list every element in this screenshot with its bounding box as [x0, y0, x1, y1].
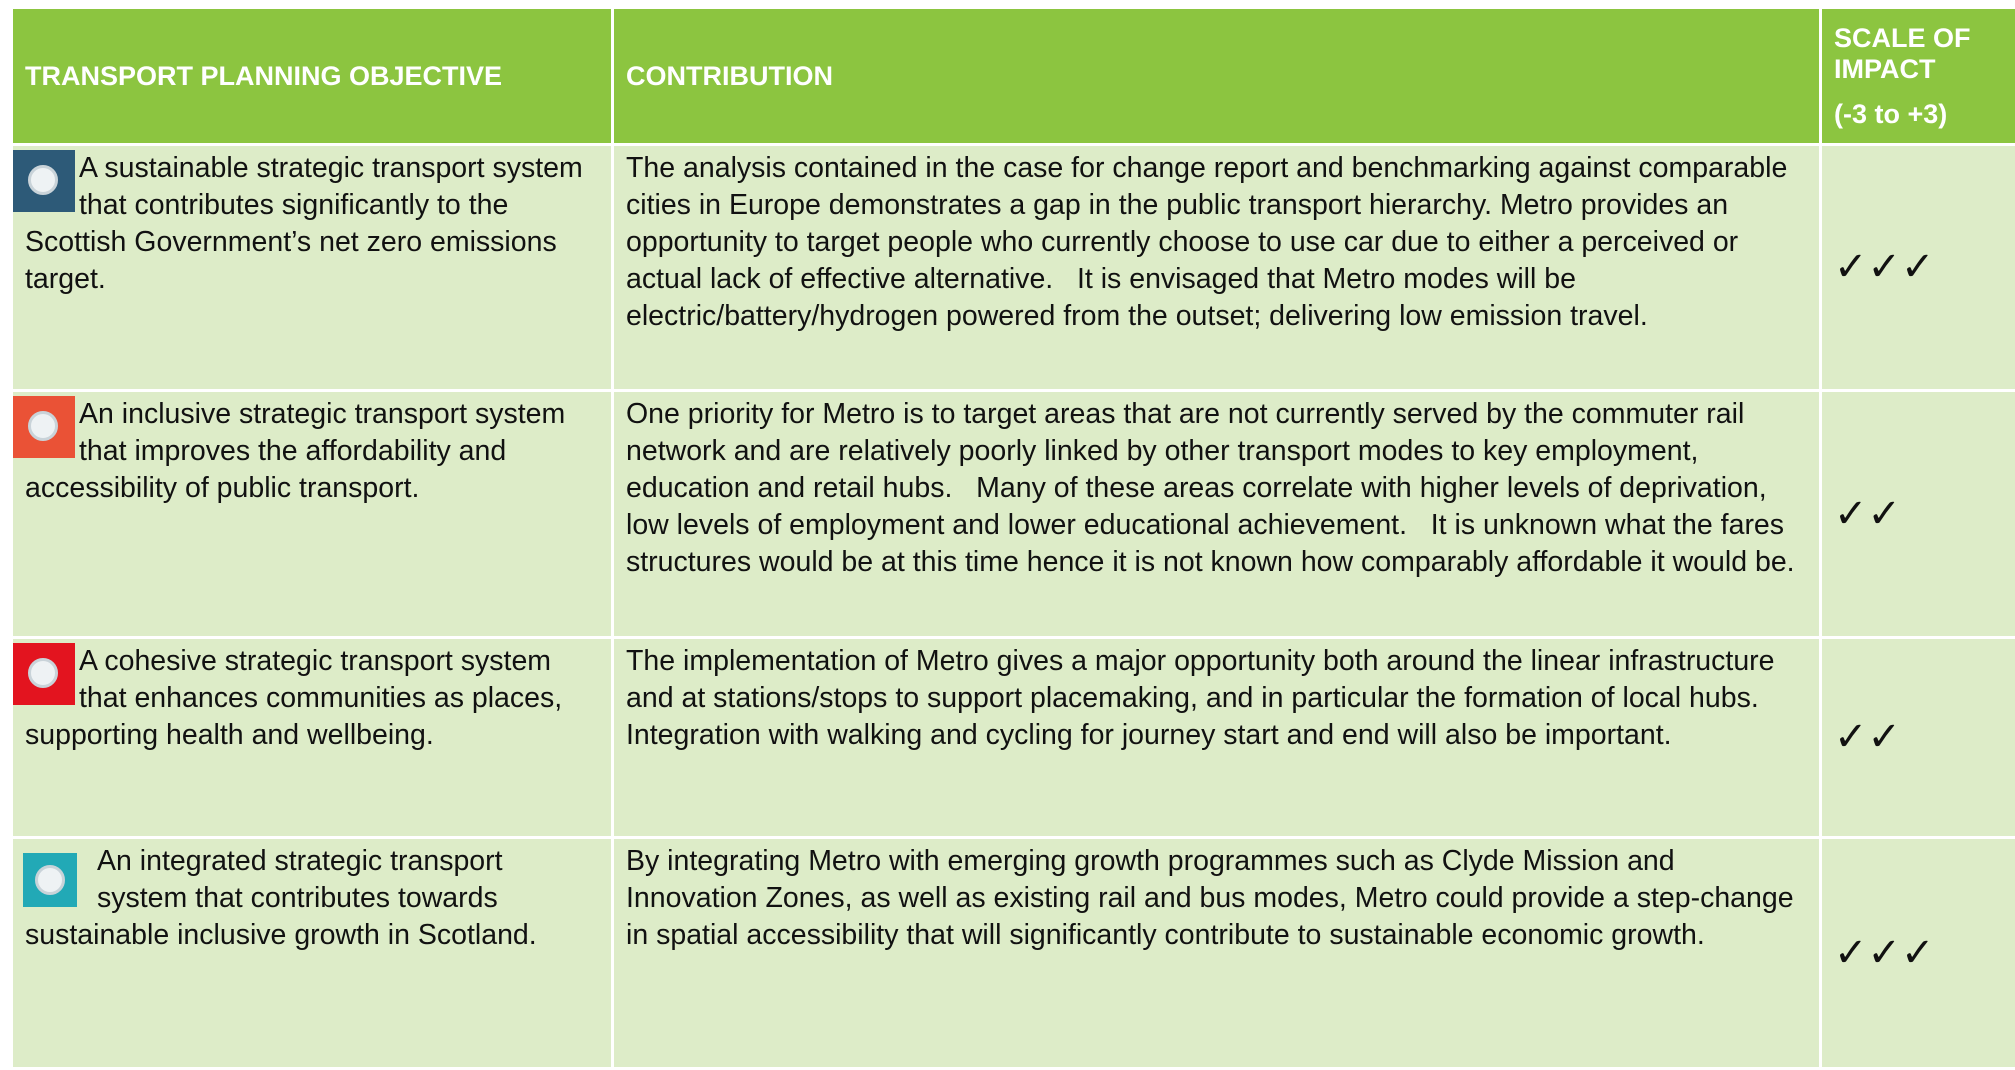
impact-cell: ✓✓ [1821, 391, 2015, 638]
objective-text: A sustainable strategic transport system… [25, 152, 583, 295]
contribution-cell: By integrating Metro with emerging growt… [613, 838, 1821, 1069]
objective-text: An integrated strategic transport system… [25, 845, 537, 951]
objective-cell: A sustainable strategic transport system… [12, 145, 613, 391]
objective-text: An inclusive strategic transport system … [25, 398, 565, 504]
table-row: An integrated strategic transport system… [12, 838, 2015, 1069]
objective-cell: An inclusive strategic transport system … [12, 391, 613, 638]
table-row: An inclusive strategic transport system … [12, 391, 2015, 638]
objective-cell: An integrated strategic transport system… [12, 838, 613, 1069]
contribution-cell: One priority for Metro is to target area… [613, 391, 1821, 638]
objective-icon [13, 643, 75, 705]
objective-icon [13, 396, 75, 458]
table-row: A sustainable strategic transport system… [12, 145, 2015, 391]
objective-cell: A cohesive strategic transport system th… [12, 638, 613, 838]
objective-text: A cohesive strategic transport system th… [25, 645, 562, 751]
objectives-table: TRANSPORT PLANNING OBJECTIVE CONTRIBUTIO… [10, 6, 2015, 1070]
header-subtext: (-3 to +3) [1834, 99, 2003, 130]
objective-icon [13, 150, 75, 212]
table-row: A cohesive strategic transport system th… [12, 638, 2015, 838]
header-cell: TRANSPORT PLANNING OBJECTIVE [12, 8, 613, 145]
header-cell: CONTRIBUTION [613, 8, 1821, 145]
impact-cell: ✓✓✓ [1821, 838, 2015, 1069]
header-text: SCALE OF IMPACT [1834, 23, 1971, 84]
objective-icon [23, 853, 77, 907]
header-row: TRANSPORT PLANNING OBJECTIVE CONTRIBUTIO… [12, 8, 2015, 145]
impact-cell: ✓✓ [1821, 638, 2015, 838]
contribution-cell: The analysis contained in the case for c… [613, 145, 1821, 391]
impact-cell: ✓✓✓ [1821, 145, 2015, 391]
contribution-cell: The implementation of Metro gives a majo… [613, 638, 1821, 838]
header-cell: SCALE OF IMPACT (-3 to +3) [1821, 8, 2015, 145]
